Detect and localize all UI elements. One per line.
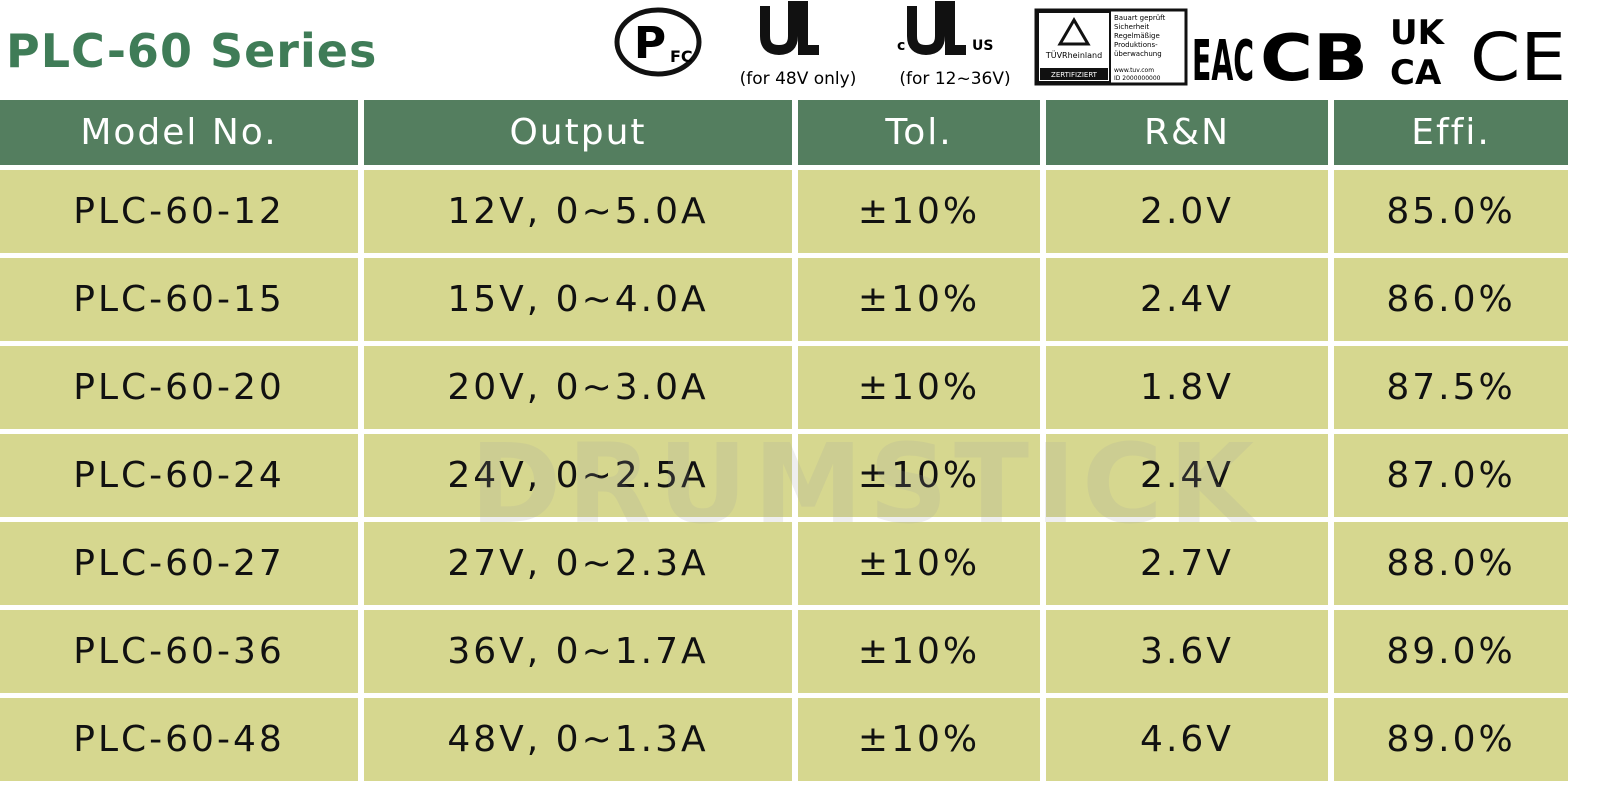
table-cell: 88.0% xyxy=(1334,522,1568,605)
column-header: R&N xyxy=(1046,100,1328,165)
column-header: Effi. xyxy=(1334,100,1568,165)
tuv-line: Regelmäßige xyxy=(1114,32,1160,40)
tuv-line: Sicherheit xyxy=(1114,23,1149,31)
column-header: Output xyxy=(364,100,792,165)
table-cell: 2.7V xyxy=(1046,522,1328,605)
tuv-band xyxy=(1040,68,1108,80)
table-cell: PLC-60-20 xyxy=(0,346,358,429)
column-header: Tol. xyxy=(798,100,1040,165)
cul-c: c xyxy=(897,38,905,54)
table-cell: 1.8V xyxy=(1046,346,1328,429)
table-cell: 87.5% xyxy=(1334,346,1568,429)
ce-mark: CE xyxy=(1470,19,1566,96)
table-cell: ±10% xyxy=(798,610,1040,693)
cul-mark xyxy=(907,1,966,56)
eac-mark: EAC xyxy=(1192,29,1254,94)
column-header: Model No. xyxy=(0,100,358,165)
table-cell: 2.4V xyxy=(1046,258,1328,341)
cb-mark: CB xyxy=(1260,22,1368,96)
table-cell: PLC-60-24 xyxy=(0,434,358,517)
table-cell: 85.0% xyxy=(1334,170,1568,253)
table-cell: 2.4V xyxy=(1046,434,1328,517)
table-cell: ±10% xyxy=(798,698,1040,781)
tuv-line: Bauart geprüft xyxy=(1114,14,1166,22)
table-cell: PLC-60-12 xyxy=(0,170,358,253)
ul-note: (for 48V only) xyxy=(740,69,857,89)
tuv-url: www.tuv.com xyxy=(1114,67,1154,74)
cul-note: (for 12~36V) xyxy=(899,69,1010,89)
table-cell: 12V, 0~5.0A xyxy=(364,170,792,253)
tuv-cert: ZERTIFIZIERT xyxy=(1051,71,1098,79)
tuv-box xyxy=(1034,8,1188,86)
table-cell: PLC-60-36 xyxy=(0,610,358,693)
table-cell: ±10% xyxy=(798,258,1040,341)
table-cell: 86.0% xyxy=(1334,258,1568,341)
ca-mark: CA xyxy=(1390,53,1442,93)
ul-mark xyxy=(760,1,819,56)
table-cell: 2.0V xyxy=(1046,170,1328,253)
tuv-line: überwachung xyxy=(1114,50,1162,58)
table-cell: 20V, 0~3.0A xyxy=(364,346,792,429)
table-cell: 3.6V xyxy=(1046,610,1328,693)
tuv-line: Produktions- xyxy=(1114,41,1158,49)
table-cell: PLC-60-27 xyxy=(0,522,358,605)
tuv-brand: TÜVRheinland xyxy=(1045,50,1102,60)
table-cell: PLC-60-15 xyxy=(0,258,358,341)
table-cell: 36V, 0~1.7A xyxy=(364,610,792,693)
certification-logos: P FC (for 48V only) c US (for 12~36V) TÜ… xyxy=(614,1,1566,96)
pfc-p: P xyxy=(634,18,666,69)
table-cell: 15V, 0~4.0A xyxy=(364,258,792,341)
spec-table: Model No. Output Tol. R&N Effi. PLC-60-12 12V,… xyxy=(0,100,1568,781)
series-title: PLC-60 Series xyxy=(6,24,378,78)
table-cell: 48V, 0~1.3A xyxy=(364,698,792,781)
table-cell: 27V, 0~2.3A xyxy=(364,522,792,605)
table-cell: ±10% xyxy=(798,170,1040,253)
table-cell: ±10% xyxy=(798,346,1040,429)
pfc-ring xyxy=(614,7,702,77)
table-cell: 87.0% xyxy=(1334,434,1568,517)
table-cell: PLC-60-48 xyxy=(0,698,358,781)
table-cell: 4.6V xyxy=(1046,698,1328,781)
tuv-triangle xyxy=(1057,17,1091,46)
pfc-fc: FC xyxy=(670,47,693,66)
table-cell: ±10% xyxy=(798,522,1040,605)
table-cell: 89.0% xyxy=(1334,610,1568,693)
cul-us: US xyxy=(972,38,993,54)
table-cell: ±10% xyxy=(798,434,1040,517)
uk-mark: UK xyxy=(1390,13,1446,53)
tuv-id: ID 2000000000 xyxy=(1114,75,1161,82)
table-cell: 24V, 0~2.5A xyxy=(364,434,792,517)
table-cell: 89.0% xyxy=(1334,698,1568,781)
